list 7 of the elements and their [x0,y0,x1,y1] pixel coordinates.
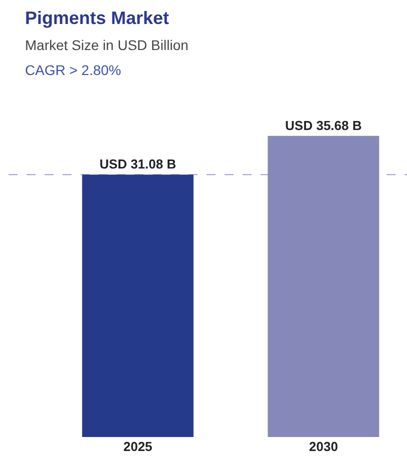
chart-title: Pigments Market [25,8,170,28]
text: CAGR > 2.80% [25,62,122,78]
chart-subtitle: Market Size in USD Billion [25,37,188,53]
data-label: USD 35.68 B [285,118,362,133]
x-tick-label: 2025 [123,439,152,454]
data-label: USD 31.08 B [100,156,176,172]
x-tick-label: 2030 [309,439,338,454]
